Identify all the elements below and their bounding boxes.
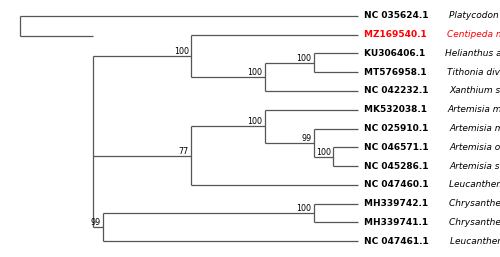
Text: Leucanthemum virgatum: Leucanthemum virgatum	[450, 237, 500, 246]
Text: Chrysanthemum chanetii isolate G33: Chrysanthemum chanetii isolate G33	[448, 199, 500, 208]
Text: Leucanthemum vulgare isolate H3: Leucanthemum vulgare isolate H3	[450, 180, 500, 189]
Text: KU306406.1: KU306406.1	[364, 49, 428, 58]
Text: 99: 99	[301, 134, 311, 143]
Text: Artemisia scoparia: Artemisia scoparia	[449, 162, 500, 171]
Text: MH339741.1: MH339741.1	[364, 218, 431, 227]
Text: MT576958.1: MT576958.1	[364, 68, 430, 77]
Text: Artemisia ordosica: Artemisia ordosica	[450, 143, 500, 152]
Text: 100: 100	[247, 117, 262, 126]
Text: 100: 100	[316, 148, 331, 157]
Text: 100: 100	[174, 47, 189, 56]
Text: Artemisia montana: Artemisia montana	[449, 124, 500, 133]
Text: NC 045286.1: NC 045286.1	[364, 162, 432, 171]
Text: 77: 77	[178, 146, 189, 155]
Text: Tithonia diversifolia: Tithonia diversifolia	[447, 68, 500, 77]
Text: Artemisia maritima: Artemisia maritima	[448, 105, 500, 114]
Text: 100: 100	[247, 68, 262, 77]
Text: Xanthium sibiricum: Xanthium sibiricum	[449, 86, 500, 95]
Text: NC 042232.1: NC 042232.1	[364, 86, 432, 95]
Text: MH339742.1: MH339742.1	[364, 199, 431, 208]
Text: MZ169540.1: MZ169540.1	[364, 30, 430, 39]
Text: NC 035624.1: NC 035624.1	[364, 11, 432, 20]
Text: NC 046571.1: NC 046571.1	[364, 143, 432, 152]
Text: 100: 100	[296, 54, 311, 63]
Text: MK532038.1: MK532038.1	[364, 105, 430, 114]
Text: NC 025910.1: NC 025910.1	[364, 124, 431, 133]
Text: Platycodon grandiflorus: Platycodon grandiflorus	[449, 11, 500, 20]
Text: Centipeda minima: Centipeda minima	[447, 30, 500, 39]
Text: 100: 100	[296, 204, 311, 213]
Text: NC 047460.1: NC 047460.1	[364, 180, 432, 189]
Text: NC 047461.1: NC 047461.1	[364, 237, 432, 246]
Text: Chrysanthemum indicum: Chrysanthemum indicum	[448, 218, 500, 227]
Text: 99: 99	[90, 218, 101, 227]
Text: Helianthus annuus subsp. texanus: Helianthus annuus subsp. texanus	[445, 49, 500, 58]
